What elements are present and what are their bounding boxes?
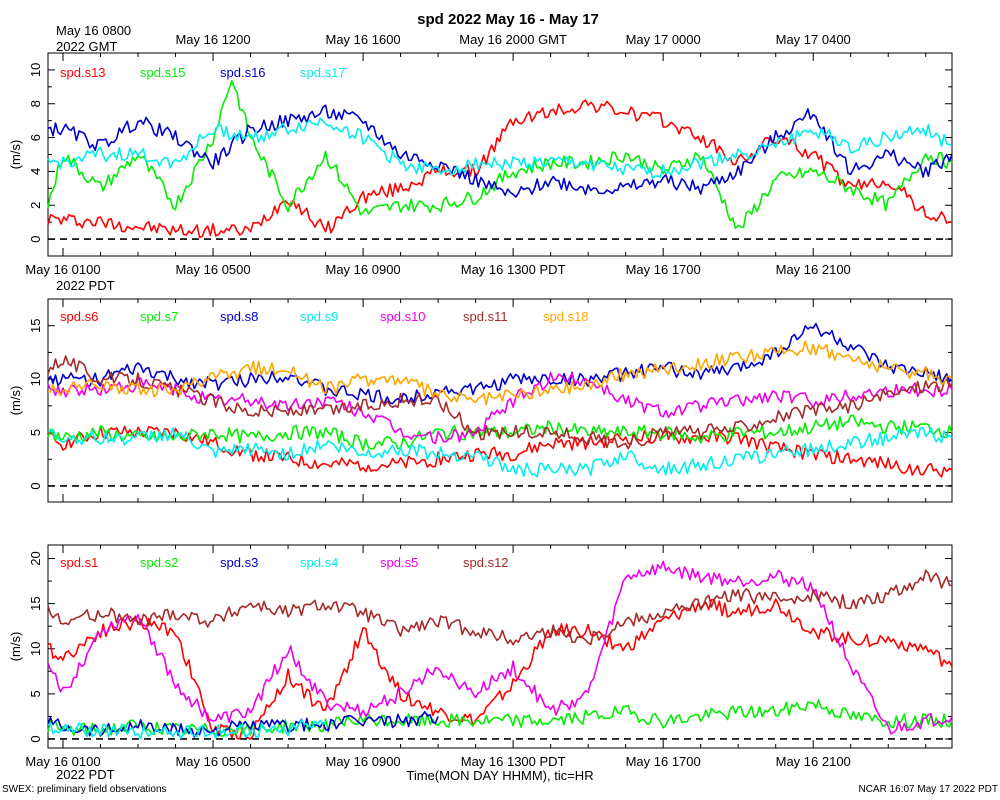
series-line-spd-s6 [47,425,953,478]
series-line-spd-s7 [47,414,953,451]
y-tick-label: 0 [28,235,43,242]
y-tick-label: 5 [28,429,43,436]
legend-entry-spd-s12: spd.s12 [463,555,509,570]
pdt-tick-label: May 16 1300 PDT [461,754,566,769]
y-tick-label: 20 [28,551,43,565]
chart-title: spd 2022 May 16 - May 17 [417,11,599,28]
series-line-spd-s18 [47,340,953,406]
legend-entry-spd-s2: spd.s2 [140,555,178,570]
gmt-tick-label: May 16 1600 [326,32,401,47]
footer-right: NCAR 16:07 May 17 2022 PDT [858,784,998,795]
series-line-spd-s9 [47,426,953,478]
y-tick-label: 8 [28,100,43,107]
series-line-spd-s15 [47,80,953,230]
pdt-tick-label: May 16 2100 [776,754,851,769]
y-tick-label: 2 [28,202,43,209]
series-line-spd-s12 [47,569,953,646]
gmt-tick-label: May 16 1200 [175,32,250,47]
y-tick-label: 10 [28,372,43,386]
x-axis-label: Time(MON DAY HHMM), tic=HR [406,768,593,783]
pdt-tick-label: May 16 1300 PDT [461,262,566,277]
gmt-tick-label: May 17 0400 [776,32,851,47]
panel-2: 0 5 10 15 (m/s) spd.s6 spd.s7 spd.s8 spd.s9 spd.s… [8,298,953,503]
series-line-spd-s5 [47,560,953,735]
series-line-spd-s17 [47,117,953,179]
y-axis-label: (m/s) [8,386,23,416]
y-tick-label: 6 [28,134,43,141]
legend-entry-spd-s17: spd.s17 [300,65,346,80]
y-tick-label: 10 [28,642,43,656]
pdt-tick-label: May 16 0500 [175,754,250,769]
legend-entry-spd-s15: spd.s15 [140,65,186,80]
series-line-spd-s10 [47,371,953,445]
gmt-tick-label: May 16 2000 GMT [459,32,567,47]
pdt-sub-label-bottom: 2022 PDT [56,767,115,782]
series-line-spd-s2 [47,699,953,737]
y-tick-label: 15 [28,596,43,610]
y-tick-label: 4 [28,168,43,175]
pdt-tick-label: May 16 0500 [175,262,250,277]
panel-1: 0 2 4 6 8 10 (m/s) May 16 0800 May 16 1200 May 16… [8,23,953,277]
y-tick-label: 0 [28,735,43,742]
series-line-spd-s4 [47,719,327,740]
pdt-tick-label: May 16 1700 [626,262,701,277]
gmt-sub-label: 2022 GMT [56,39,117,54]
y-axis-label: (m/s) [8,632,23,662]
plot-frame [47,544,953,749]
panel-3: 0 5 10 15 20 (m/s) May 16 0100 May 16 0500 May 1… [8,544,953,769]
legend-entry-spd-s11: spd.s11 [463,309,508,324]
plot-frame [47,298,953,503]
legend-entry-spd-s9: spd.s9 [300,309,338,324]
series-line-spd-s11 [47,355,953,450]
legend-entry-spd-s4: spd.s4 [300,555,338,570]
legend-entry-spd-s1: spd.s1 [60,555,98,570]
legend-entry-spd-s13: spd.s13 [60,65,106,80]
series-line-spd-s13 [47,99,953,239]
pdt-tick-label: May 16 0900 [326,754,401,769]
legend-entry-spd-s7: spd.s7 [140,309,178,324]
y-tick-label: 5 [28,690,43,697]
legend-entry-spd-s16: spd.s16 [220,65,266,80]
footer-left: SWEX: preliminary field observations [2,784,167,795]
gmt-tick-label: May 17 0000 [626,32,701,47]
y-tick-label: 0 [28,482,43,489]
series-line-spd-s1 [47,598,953,740]
legend-entry-spd-s6: spd.s6 [60,309,98,324]
series-line-spd-s16 [47,104,953,198]
legend-entry-spd-s5: spd.s5 [380,555,418,570]
y-tick-label: 15 [28,318,43,332]
pdt-tick-label: May 16 0100 [25,262,100,277]
pdt-tick-label: May 16 0100 [25,754,100,769]
y-tick-label: 10 [28,63,43,77]
gmt-tick-label: May 16 0800 [56,23,131,38]
pdt-tick-label: May 16 2100 [776,262,851,277]
pdt-tick-label: May 16 1700 [626,754,701,769]
legend-entry-spd-s3: spd.s3 [220,555,258,570]
pdt-tick-label: May 16 0900 [326,262,401,277]
legend-entry-spd-s8: spd.s8 [220,309,258,324]
legend-entry-spd-s10: spd.s10 [380,309,426,324]
legend-entry-spd-s18: spd.s18 [543,309,589,324]
y-axis-label: (m/s) [8,140,23,170]
pdt-sub-label-top: 2022 PDT [56,278,115,293]
